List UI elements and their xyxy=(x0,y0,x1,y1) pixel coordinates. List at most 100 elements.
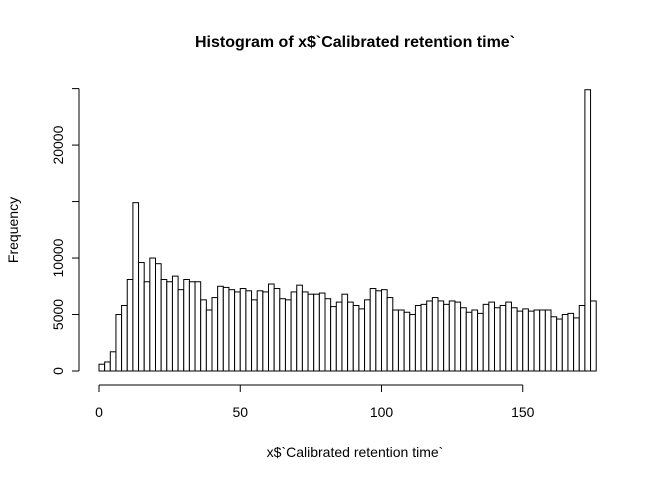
histogram-bar xyxy=(352,304,360,372)
y-tick-label: 20000 xyxy=(50,125,66,164)
histogram-bar xyxy=(296,284,303,372)
histogram-bar xyxy=(358,308,366,372)
histogram-bar xyxy=(183,279,190,372)
histogram-bar xyxy=(550,316,558,372)
histogram-bar xyxy=(409,314,416,372)
histogram-bar xyxy=(369,288,377,372)
histogram-bar xyxy=(437,300,445,372)
histogram-bar xyxy=(448,300,456,372)
histogram-bar xyxy=(516,310,524,372)
x-axis: 0 50 100 150 xyxy=(95,384,535,420)
histogram-bar xyxy=(121,304,128,372)
histogram-bar xyxy=(505,301,512,372)
histogram-bar xyxy=(578,304,586,372)
histogram-bar xyxy=(494,307,501,372)
histogram-bar xyxy=(510,307,518,372)
histogram-bar xyxy=(335,301,343,372)
histogram-bar xyxy=(573,317,580,372)
histogram-bar xyxy=(217,285,224,372)
histogram-bar xyxy=(109,351,117,372)
histogram-bar xyxy=(262,291,270,372)
histogram-bar xyxy=(556,318,563,372)
histogram-bar xyxy=(279,298,286,372)
histogram-bar xyxy=(301,291,309,372)
histogram-bar xyxy=(324,298,332,372)
histogram-bar xyxy=(397,309,405,372)
histogram-bar xyxy=(561,314,569,372)
histogram-bar xyxy=(256,290,264,372)
histogram-bar xyxy=(392,309,399,372)
histogram-bar xyxy=(471,309,479,372)
histogram-bar xyxy=(330,306,337,372)
histogram-bar xyxy=(290,291,298,372)
histogram-bar xyxy=(222,286,230,372)
histogram-bar xyxy=(381,289,388,372)
histogram-bar xyxy=(544,309,552,372)
histogram-bars xyxy=(98,89,597,372)
histogram-bar xyxy=(251,299,258,372)
y-tick-label: 5000 xyxy=(50,299,66,330)
histogram-bar xyxy=(126,279,134,372)
histogram-bar xyxy=(375,290,383,372)
histogram-bar xyxy=(341,293,349,372)
histogram-bar xyxy=(567,312,575,372)
x-tick-label: 0 xyxy=(95,404,103,420)
histogram-bar xyxy=(499,304,507,372)
histogram-bar xyxy=(143,281,151,372)
histogram-bar xyxy=(104,361,111,372)
histogram-bar xyxy=(205,309,213,372)
histogram-bar xyxy=(313,293,320,372)
histogram-bar xyxy=(364,299,371,372)
histogram-bar xyxy=(539,309,546,372)
histogram-bar xyxy=(347,301,354,372)
histogram-bar xyxy=(245,290,253,372)
x-tick-label: 50 xyxy=(232,404,248,420)
histogram-bar xyxy=(211,297,219,372)
histogram-bar xyxy=(239,288,247,372)
histogram-bar xyxy=(460,307,467,372)
histogram-bar xyxy=(431,297,439,372)
histogram-bar xyxy=(188,281,196,372)
y-tick-label: 0 xyxy=(50,367,66,375)
histogram-bar xyxy=(584,89,592,372)
histogram-bar xyxy=(177,289,185,372)
histogram-bar xyxy=(527,310,535,372)
histogram-bar xyxy=(160,279,168,372)
histogram-bar xyxy=(414,304,422,372)
histogram-bar xyxy=(522,308,529,372)
histogram-bar xyxy=(200,299,207,372)
histogram-bar xyxy=(482,303,490,372)
histogram-bar xyxy=(171,275,179,372)
y-tick-label: 10000 xyxy=(50,238,66,277)
histogram-bar xyxy=(155,263,162,372)
histogram-bar xyxy=(488,301,496,372)
histogram-bar xyxy=(477,312,484,372)
histogram-bar xyxy=(386,297,394,372)
histogram-bar xyxy=(268,283,275,372)
histogram-bar xyxy=(443,303,450,372)
histogram-bar xyxy=(426,300,433,372)
histogram-bar xyxy=(194,281,202,372)
y-axis-label: Frequency xyxy=(5,197,21,263)
histogram-bar xyxy=(318,292,326,372)
histogram-bar xyxy=(533,309,541,372)
histogram-bar xyxy=(284,299,292,372)
histogram-bar xyxy=(98,363,106,372)
histogram-bar xyxy=(465,311,473,372)
histogram-bar xyxy=(273,288,281,372)
histogram-bar xyxy=(590,300,597,372)
histogram-bar xyxy=(307,293,315,372)
chart-title: Histogram of x$`Calibrated retention tim… xyxy=(195,34,515,51)
histogram-bar xyxy=(166,281,173,372)
x-tick-label: 150 xyxy=(511,404,535,420)
x-tick-label: 100 xyxy=(370,404,394,420)
y-axis: 0 5000 10000 20000 xyxy=(50,88,80,375)
histogram-bar xyxy=(149,257,157,372)
histogram-bar xyxy=(403,311,411,372)
histogram-bar xyxy=(228,289,236,372)
histogram-bar xyxy=(115,314,123,372)
x-axis-label: x$`Calibrated retention time` xyxy=(267,444,444,460)
histogram-bar xyxy=(454,301,462,372)
histogram-bar xyxy=(138,262,145,372)
